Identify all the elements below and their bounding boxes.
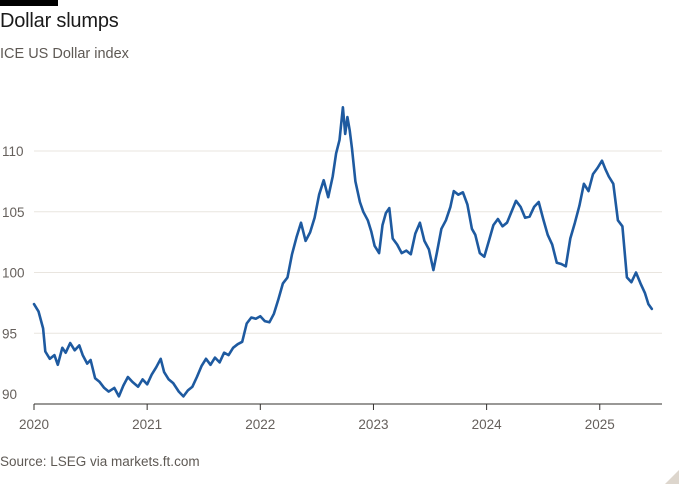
x-tick-label: 2021	[132, 417, 162, 432]
x-axis: 2020 2021 2022 2023 2024 2025	[19, 403, 662, 432]
x-tick-label: 2022	[245, 417, 275, 432]
x-tick-label: 2020	[19, 417, 49, 432]
series-layer	[32, 106, 654, 398]
x-tick-label: 2025	[585, 417, 615, 432]
y-tick-label: 105	[2, 205, 25, 220]
x-tick-label: 2023	[358, 417, 388, 432]
y-tick-label: 90	[2, 387, 17, 402]
brand-top-bar	[0, 0, 58, 6]
grid-lines	[34, 150, 662, 334]
y-axis-labels: 90 95 100 105 110	[2, 144, 25, 402]
chart-title: Dollar slumps	[0, 10, 119, 32]
y-tick-label: 95	[2, 326, 17, 341]
ft-corner-icon	[665, 470, 679, 484]
y-tick-label: 110	[2, 144, 24, 159]
x-tick-label: 2024	[472, 417, 503, 432]
y-tick-label: 100	[2, 266, 25, 281]
source-note: Source: LSEG via markets.ft.com	[0, 454, 200, 469]
dollar-index-line	[32, 106, 654, 398]
chart-subtitle: ICE US Dollar index	[0, 46, 129, 62]
